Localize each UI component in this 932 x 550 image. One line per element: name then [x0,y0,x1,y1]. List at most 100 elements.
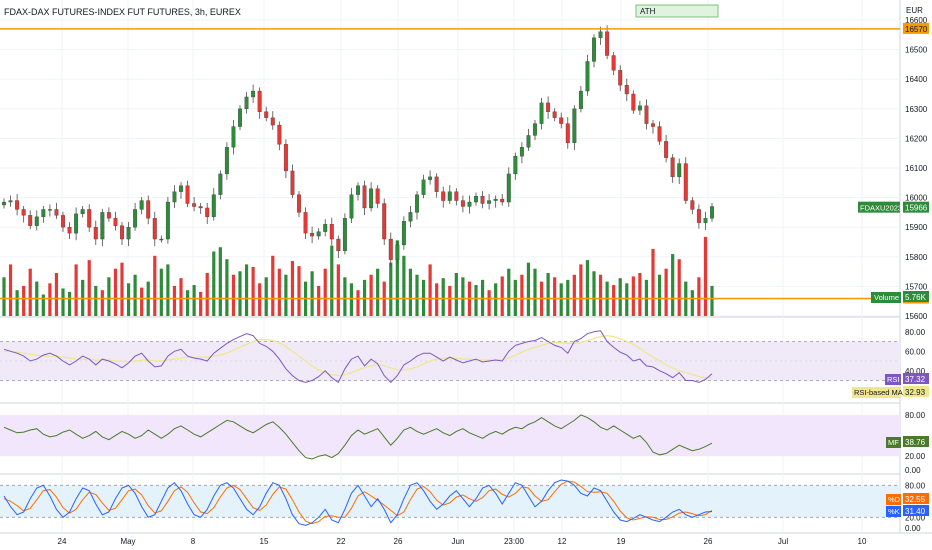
volume-bar [185,290,190,316]
candle-body [152,218,157,240]
candle-body [257,90,262,112]
price-tick-label: 16500 [905,46,928,55]
candle-body [356,185,360,195]
candle-body [238,108,242,127]
candle-body [283,144,288,172]
stoch-tick-label: 20.00 [905,513,926,522]
stoch-d-value-box [903,493,929,504]
volume-bar [244,264,249,316]
candle-body [28,215,33,226]
time-tick-label: 19 [617,537,626,546]
candle-body [67,227,72,234]
volume-bar [310,271,314,316]
volume-bar [212,251,216,316]
volume-bar [651,248,655,316]
candle-body [493,198,498,201]
volume-bar [664,268,668,316]
candle-body [447,191,452,201]
volume-bar [330,245,334,316]
volume-bar [376,268,380,316]
candle-body [631,93,636,111]
candle-body [696,209,701,223]
volume-value-box [903,291,929,302]
rsi-name-box [885,374,901,385]
candle-body [172,191,177,203]
candle-body [21,209,26,216]
candle-body [100,212,105,240]
volume-bar [474,285,478,316]
candle-body [264,111,269,118]
candle-body [290,170,295,195]
volume-bar [258,283,262,316]
time-tick-label: 15 [260,537,269,546]
time-tick-label: 22 [337,537,346,546]
candle-body [618,70,623,86]
candle-body [185,185,190,204]
candle-body [533,123,537,136]
volume-bar [284,274,288,316]
mf-name-box [886,437,901,448]
volume-bar [2,277,6,316]
volume-bar [317,285,321,316]
volume-bar [94,285,98,316]
candle-body [572,108,577,143]
rsi-ma-name: RSI-based MA [854,388,903,397]
candle-body [664,141,669,158]
candle-body [434,176,439,192]
volume-bar [179,278,183,316]
candle-body [165,201,170,240]
volume-bar [441,278,445,316]
candle-body [342,218,347,252]
candle-body [93,227,98,240]
volume-bar [428,264,432,316]
candle-body [198,206,203,209]
symbol-tag: FDAXU2023 [860,204,902,213]
rsi-line [3,330,713,384]
candle-body [61,215,65,228]
volume-bar [277,268,281,316]
last-price-label: 15966 [905,204,928,213]
volume-name-box [871,292,901,303]
time-tick-label: 10 [858,537,867,546]
volume-bar [140,287,144,316]
volume-bar [533,268,537,316]
candle-body [539,102,544,124]
candle-body [592,37,596,62]
price-tick-label: 16100 [905,164,928,173]
chart-title: FDAX-DAX FUTURES-INDEX FUT FUTURES, 3h, … [4,7,241,17]
candle-body [336,238,341,252]
volume-bar [159,268,163,316]
candle-body [126,227,131,240]
volume-bar [297,266,301,316]
candle-body [552,111,557,118]
candle-body [474,195,478,203]
candle-body [251,90,256,98]
rsi-ma-value: 32.93 [905,388,926,397]
volume-bar [205,273,209,316]
candle-body [565,123,570,143]
rsi-name: RSI [887,375,900,384]
price-tick-label: 15700 [905,282,928,291]
candle-body [441,191,446,201]
volume-bar [402,255,406,316]
candle-body [559,117,564,124]
volume-bar [290,260,295,316]
candle-body [401,221,406,246]
volume-bar [336,264,340,316]
mf-value-box [903,436,929,447]
ath-tag[interactable] [635,4,719,18]
candle-body [270,117,275,126]
volume-bar [487,290,491,316]
price-tick-label: 16300 [905,105,928,114]
candle-body [218,173,223,195]
stoch-d-line [3,480,713,525]
volume-bar [22,285,26,316]
volume-bar [218,247,222,316]
volume-bar [461,277,465,316]
volume-bar [166,264,170,316]
price-tick-label: 15900 [905,223,928,232]
candle-body [460,200,465,207]
candle-body [15,200,20,210]
volume-bar [526,262,531,316]
